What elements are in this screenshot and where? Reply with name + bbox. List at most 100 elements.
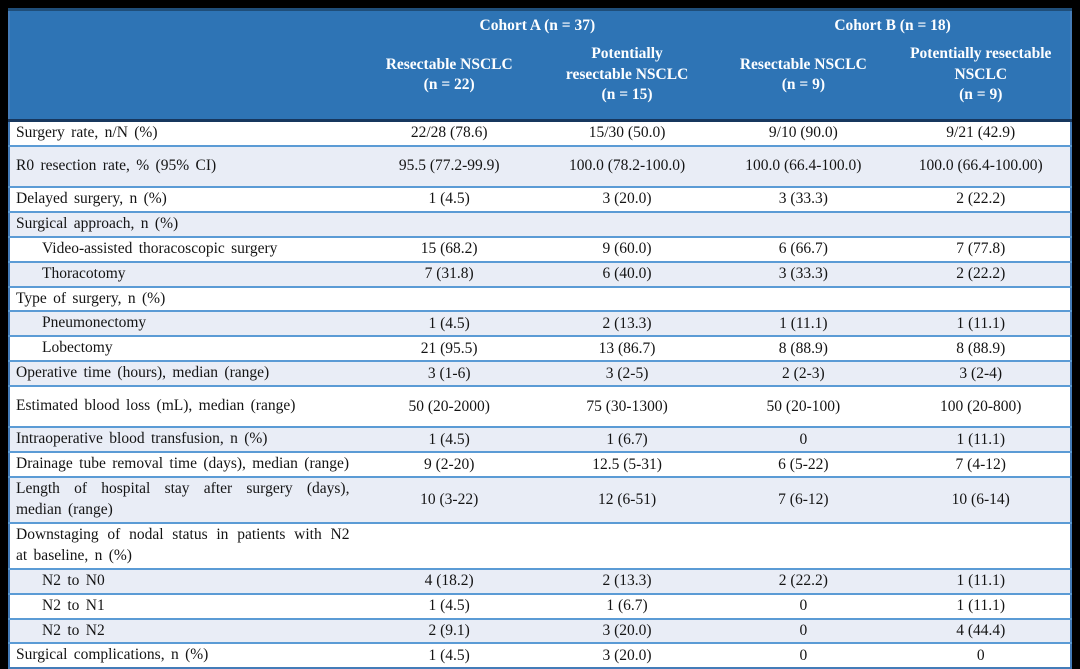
table-row: R0 resection rate, % (95% CI) 95.5 (77.2-… (9, 144, 1071, 187)
value-cell: 6 (40.0) (538, 260, 716, 287)
value-cell: 4 (18.2) (359, 567, 539, 594)
value-cell (891, 285, 1071, 312)
table-row: Lobectomy 21 (95.5) 13 (86.7) 8 (88.9) 8 (88… (9, 335, 1071, 362)
value-cell (359, 210, 539, 237)
table-row: Drainage tube removal time (days), media… (9, 451, 1071, 477)
value-cell (538, 285, 716, 312)
value-cell: 1 (4.5) (359, 426, 539, 453)
row-label: R0 resection rate, % (95% CI) (9, 144, 360, 187)
value-cell: 1 (11.1) (891, 567, 1071, 594)
value-cell: 3 (33.3) (715, 185, 892, 212)
value-cell (715, 521, 892, 569)
value-cell (538, 521, 716, 569)
table-row: Thoracotomy 7 (31.8) 6 (40.0) 3 (33.3) 2 (22… (9, 260, 1071, 287)
page-background: Cohort A (n = 37) Cohort B (n = 18) Rese… (8, 8, 1072, 669)
value-cell: 7 (77.8) (891, 235, 1071, 262)
row-label: Delayed surgery, n (%) (9, 185, 360, 212)
row-label: N2 to N2 (9, 617, 360, 644)
subgroup-header-row: Resectable NSCLC (n = 22) Potentially re… (9, 38, 1071, 122)
value-cell: 9 (60.0) (538, 235, 716, 262)
value-cell: 100 (20-800) (891, 385, 1071, 428)
value-cell: 9/21 (42.9) (946, 124, 1016, 142)
value-cell: 8 (88.9) (891, 335, 1071, 362)
row-label: Pneumonectomy (9, 310, 360, 337)
table-row: Operative time (hours), median (range) 3 … (9, 360, 1071, 387)
value-cell: 3 (20.0) (538, 185, 716, 212)
empty-label-header-cell (9, 38, 360, 122)
value-cell: 4 (44.4) (891, 617, 1071, 644)
value-cell (359, 521, 539, 569)
value-cell (891, 521, 1071, 569)
table-row: N2 to N0 4 (18.2) 2 (13.3) 2 (22.2) 1 (11.1) (9, 567, 1071, 594)
row-label: Surgery rate, n/N (%) (16, 124, 158, 141)
value-cell (359, 285, 539, 312)
value-cell: 2 (13.3) (538, 567, 716, 594)
value-cell: 2 (2-3) (715, 360, 892, 387)
value-cell: 2 (9.1) (359, 617, 539, 644)
value-cell: 12 (6-51) (538, 475, 716, 523)
column-header-potentially-resectable-b: Potentially resectable NSCLC (n = 9) (891, 38, 1071, 122)
column-header-potentially-resectable-a: Potentially resectable NSCLC (n = 15) (538, 38, 716, 122)
table-row: Delayed surgery, n (%) 1 (4.5) 3 (20.0) 3 (… (9, 185, 1071, 212)
value-cell: 0 (715, 642, 892, 669)
value-cell: 0 (715, 426, 892, 453)
row-label: N2 to N1 (9, 592, 360, 619)
table-row: Type of surgery, n (%) (9, 285, 1071, 312)
value-cell: 100.0 (66.4-100.00) (891, 144, 1071, 187)
table-row: Surgical complications, n (%) 1 (4.5) 3 (2… (9, 642, 1071, 669)
row-label: Length of hospital stay after surgery (d… (9, 475, 360, 523)
value-cell: 12.5 (5-31) (538, 451, 716, 477)
value-cell: 0 (715, 617, 892, 644)
table-row: Surgical approach, n (%) (9, 210, 1071, 237)
row-label: Type of surgery, n (%) (9, 285, 360, 312)
value-cell: 3 (2-4) (891, 360, 1071, 387)
value-cell (715, 285, 892, 312)
value-cell: 3 (2-5) (538, 360, 716, 387)
value-cell: 50 (20-100) (715, 385, 892, 428)
table-row: Surgery rate, n/N (%) 22/28 (78.6) 15/30 (… (9, 121, 1071, 146)
row-label: Intraoperative blood transfusion, n (%) (9, 426, 360, 453)
value-cell: 1 (6.7) (538, 426, 716, 453)
value-cell: 9/10 (90.0) (768, 124, 838, 142)
row-label: N2 to N0 (9, 567, 360, 594)
value-cell: 1 (4.5) (359, 310, 539, 337)
value-cell: 3 (20.0) (538, 617, 716, 644)
column-header-resectable-a: Resectable NSCLC (n = 22) (359, 38, 539, 122)
value-cell (891, 210, 1071, 237)
table-row: Pneumonectomy 1 (4.5) 2 (13.3) 1 (11.1) 1 (1… (9, 310, 1071, 337)
value-cell: 1 (4.5) (359, 185, 539, 212)
row-label: Drainage tube removal time (days), media… (9, 451, 360, 477)
table-row: Estimated blood loss (mL), median (range… (9, 385, 1071, 428)
value-cell: 0 (891, 642, 1071, 669)
value-cell: 100.0 (78.2-100.0) (538, 144, 716, 187)
value-cell: 1 (11.1) (891, 426, 1071, 453)
row-label: Surgical approach, n (%) (9, 210, 360, 237)
cohort-header-row: Cohort A (n = 37) Cohort B (n = 18) (9, 9, 1071, 38)
empty-corner-cell (9, 9, 360, 38)
row-label: Lobectomy (9, 335, 360, 362)
value-cell: 7 (4-12) (891, 451, 1071, 477)
value-cell (538, 210, 716, 237)
row-label: Operative time (hours), median (range) (9, 360, 360, 387)
value-cell: 3 (1-6) (359, 360, 539, 387)
value-cell: 21 (95.5) (359, 335, 539, 362)
value-cell: 10 (6-14) (891, 475, 1071, 523)
value-cell: 100.0 (66.4-100.0) (715, 144, 892, 187)
value-cell: 2 (22.2) (891, 185, 1071, 212)
value-cell: 15/30 (50.0) (588, 124, 666, 142)
table-row: Downstaging of nodal status in patients … (9, 521, 1071, 569)
table-row: N2 to N2 2 (9.1) 3 (20.0) 0 4 (44.4) (9, 617, 1071, 644)
row-label: Estimated blood loss (mL), median (range… (9, 385, 360, 428)
value-cell: 13 (86.7) (538, 335, 716, 362)
row-label: Video-assisted thoracoscopic surgery (9, 235, 360, 262)
table-body: Surgery rate, n/N (%) 22/28 (78.6) 15/30 (… (9, 121, 1071, 669)
value-cell: 22/28 (78.6) (410, 124, 488, 142)
column-header-resectable-b: Resectable NSCLC (n = 9) (715, 38, 892, 122)
table-row: Video-assisted thoracoscopic surgery 15 (… (9, 235, 1071, 262)
value-cell: 9 (2-20) (359, 451, 539, 477)
value-cell: 6 (66.7) (715, 235, 892, 262)
value-cell: 50 (20-2000) (359, 385, 539, 428)
value-cell: 1 (11.1) (891, 310, 1071, 337)
value-cell: 8 (88.9) (715, 335, 892, 362)
surgical-outcomes-table: Cohort A (n = 37) Cohort B (n = 18) Rese… (8, 8, 1072, 669)
